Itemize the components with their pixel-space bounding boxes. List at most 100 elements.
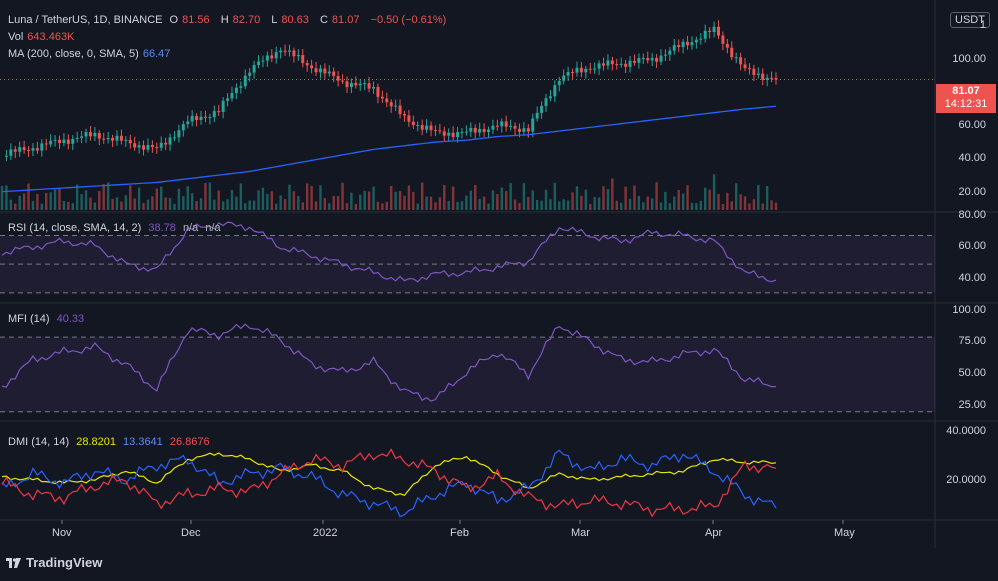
candle-body [513, 125, 517, 129]
volume-bar [513, 199, 517, 210]
candle-body [584, 68, 588, 73]
volume-bar [447, 200, 450, 210]
candle-body [221, 100, 225, 113]
candle-body [13, 149, 17, 152]
volume-bar [695, 203, 698, 210]
dmi-legend: DMI (14, 14) 28.8201 13.3641 26.8676 [8, 436, 214, 448]
candle-body [487, 129, 491, 133]
volume-bar [429, 196, 433, 210]
chart-canvas[interactable] [0, 0, 998, 548]
volume-bar [367, 191, 371, 210]
volume-bar [699, 200, 703, 210]
volume-bar [748, 203, 751, 210]
price-axis-label: 1 [979, 19, 986, 31]
volume-bar [664, 191, 667, 210]
volume-bar [535, 200, 539, 210]
volume-legend: Vol 643.463K [8, 31, 78, 43]
candle-body [133, 143, 137, 148]
candle-body [35, 148, 39, 151]
adx-value: 28.8201 [76, 436, 116, 448]
dmi-label[interactable]: DMI (14, 14) [8, 436, 70, 448]
candle-body [248, 72, 252, 76]
volume-bar [62, 200, 66, 210]
candle-body [442, 131, 446, 136]
candle-body [155, 147, 159, 149]
volume-bar [469, 190, 473, 210]
candle-body [164, 142, 168, 145]
candle-body [49, 140, 53, 145]
volume-bar [381, 203, 384, 210]
candle-body [177, 130, 181, 138]
volume-bar [186, 186, 189, 210]
rsi-legend: RSI (14, close, SMA, 14, 2) 38.78 n/a n/… [8, 222, 225, 234]
volume-bar [173, 203, 176, 210]
ma-label[interactable]: MA (200, close, 0, SMA, 5) [8, 48, 139, 60]
candle-body [606, 60, 610, 66]
candle-body [756, 73, 760, 75]
volume-bar [739, 194, 742, 210]
volume-bar [593, 196, 596, 210]
volume-bar [106, 182, 110, 210]
candle-body [411, 121, 415, 126]
volume-label[interactable]: Vol [8, 31, 24, 43]
volume-bar [584, 189, 588, 210]
volume-bar [5, 185, 8, 210]
candle-body [774, 78, 778, 80]
adx-line [1, 452, 777, 497]
volume-bar [531, 190, 534, 210]
candle-body [150, 144, 154, 148]
rsi-label[interactable]: RSI (14, close, SMA, 14, 2) [8, 222, 142, 234]
tradingview-logo[interactable]: TradingView [6, 555, 102, 570]
candle-body [66, 139, 70, 144]
candle-body [71, 138, 75, 144]
volume-bar [80, 194, 83, 210]
ma-legend: MA (200, close, 0, SMA, 5) 66.47 [8, 48, 174, 60]
time-axis-label: Feb [450, 527, 469, 539]
candle-body [345, 81, 349, 88]
currency-button[interactable]: USDT [950, 12, 990, 28]
volume-bar [58, 188, 61, 210]
candle-body [447, 132, 451, 136]
mfi-label[interactable]: MFI (14) [8, 313, 50, 325]
candle-body [203, 116, 207, 118]
candle-body [195, 115, 199, 121]
volume-bar [668, 203, 672, 210]
candle-body [491, 125, 495, 130]
candle-body [761, 73, 765, 80]
candle-body [398, 105, 402, 115]
candle-body [128, 139, 132, 144]
low-label: L [271, 14, 278, 26]
candle-body [712, 26, 716, 33]
volume-bar [465, 195, 468, 210]
candle-body [389, 102, 393, 107]
volume-bar [765, 185, 769, 210]
candle-body [80, 136, 84, 138]
volume-bar [690, 202, 694, 210]
volume-bar [111, 198, 114, 210]
symbol-title[interactable]: Luna / TetherUS, 1D, BINANCE [8, 14, 163, 26]
volume-bar [412, 191, 415, 210]
candle-body [301, 55, 305, 64]
candle-body [318, 68, 322, 73]
volume-bar [474, 185, 477, 210]
price-legend: Luna / TetherUS, 1D, BINANCE O 81.56 H 82.… [8, 14, 450, 26]
volume-bar [363, 190, 366, 210]
candle-body [310, 65, 314, 69]
candle-body [500, 121, 504, 127]
candle-body [31, 148, 35, 151]
mfi-axis-label: 100.00 [952, 304, 986, 316]
candle-body [327, 71, 331, 74]
candle-body [593, 68, 597, 70]
candle-body [548, 96, 552, 99]
candle-body [146, 144, 150, 150]
tradingview-icon [6, 557, 21, 568]
candle-body [637, 58, 641, 63]
volume-bar [659, 202, 663, 210]
mfi-value: 40.33 [56, 313, 85, 325]
candle-body [517, 128, 521, 132]
price-axis-label: 100.00 [952, 53, 986, 65]
dmi-axis-label: 20.0000 [946, 474, 986, 486]
candle-body [279, 50, 283, 53]
volume-bar [142, 203, 145, 210]
volume-bar [726, 192, 729, 210]
